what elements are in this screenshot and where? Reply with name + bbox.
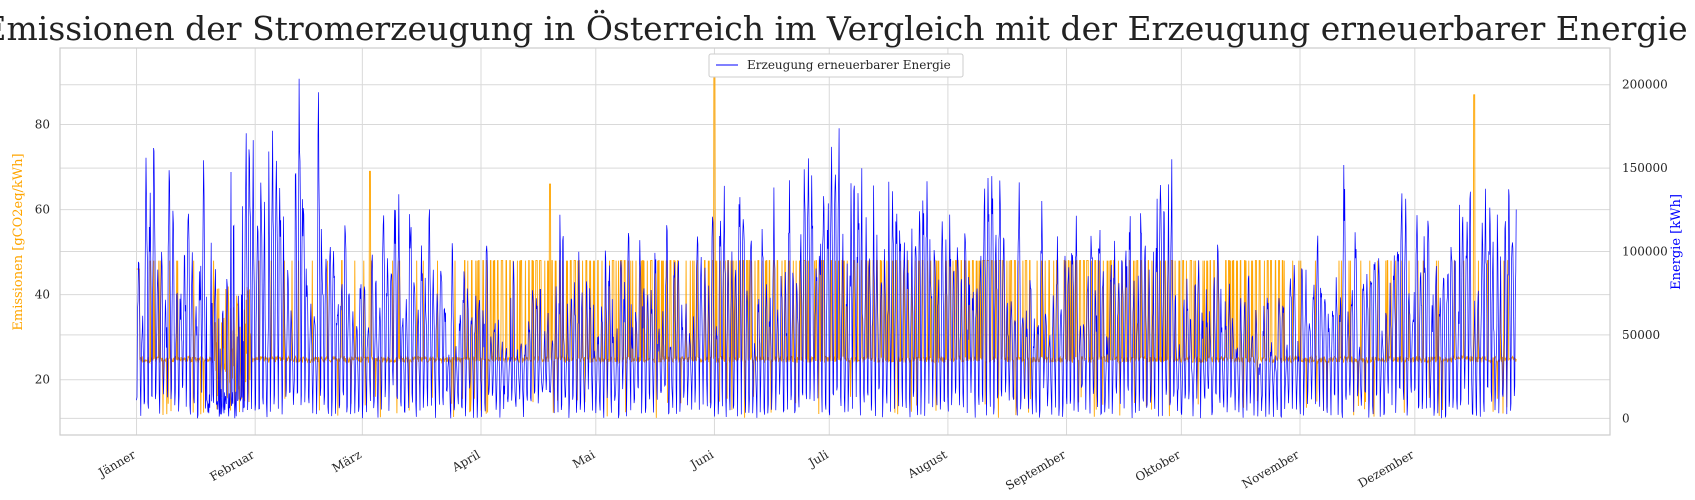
y-left-tick-label: 40 xyxy=(35,288,50,302)
plot-area xyxy=(60,48,1610,435)
x-tick-label: September xyxy=(1003,447,1068,493)
legend-label: Erzeugung erneuerbarer Energie xyxy=(747,58,951,72)
x-tick-label: April xyxy=(449,447,483,475)
renewable-energy-line xyxy=(136,78,1517,419)
y-right-tick-label: 200000 xyxy=(1622,78,1668,92)
x-tick-label: Dezember xyxy=(1356,447,1417,490)
x-tick-label: Juli xyxy=(805,447,831,470)
legend-box xyxy=(708,53,964,78)
y-right-tick-label: 50000 xyxy=(1622,328,1660,342)
y-right-axis-label: Energie [kWh] xyxy=(1669,194,1684,290)
x-tick-label: August xyxy=(904,447,949,481)
y-left-tick-label: 80 xyxy=(35,118,50,132)
plot-frame xyxy=(59,47,1611,436)
y-right-tick-label: 150000 xyxy=(1622,161,1668,175)
x-tick-label: Oktober xyxy=(1133,447,1183,484)
x-tick-label: Mai xyxy=(570,447,597,471)
x-tick-label: Jänner xyxy=(94,447,138,480)
x-tick-label: März xyxy=(330,447,364,475)
y-left-tick-label: 60 xyxy=(35,203,50,217)
chart-title: Emissionen der Stromerzeugung in Österre… xyxy=(0,8,1688,48)
y-left-axis: 20 40 60 80 xyxy=(35,118,50,387)
y-left-tick-label: 20 xyxy=(35,373,50,387)
y-right-tick-label: 0 xyxy=(1622,411,1630,425)
x-tick-label: Februar xyxy=(207,447,256,484)
x-axis: Jänner Februar März April Mai Juni Juli August S… xyxy=(94,447,1416,493)
y-left-axis-label: Emissionen [gCO2eq/kWh] xyxy=(11,153,26,330)
y-right-axis: 0 50000 100000 150000 200000 xyxy=(1622,78,1668,426)
x-tick-label: November xyxy=(1239,447,1301,491)
y-right-tick-label: 100000 xyxy=(1622,245,1668,259)
renewable-energy-series xyxy=(136,78,1517,419)
x-tick-label: Juni xyxy=(686,447,716,472)
legend: Erzeugung erneuerbarer Energie xyxy=(708,53,964,78)
